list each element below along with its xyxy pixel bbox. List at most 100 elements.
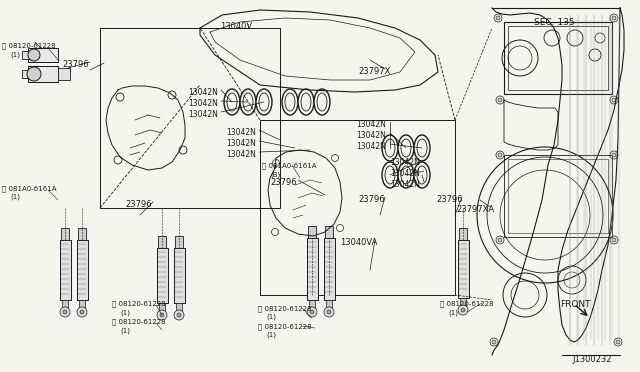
Text: 13042N: 13042N bbox=[188, 110, 218, 119]
Circle shape bbox=[612, 153, 616, 157]
Text: 23796: 23796 bbox=[270, 178, 296, 187]
Bar bbox=[504, 22, 612, 94]
Text: SEC. 135: SEC. 135 bbox=[534, 18, 575, 27]
Bar bbox=[459, 228, 467, 240]
Circle shape bbox=[458, 305, 468, 315]
Circle shape bbox=[612, 16, 616, 20]
Text: 13042N: 13042N bbox=[226, 128, 256, 137]
Circle shape bbox=[612, 98, 616, 102]
Circle shape bbox=[60, 307, 70, 317]
Ellipse shape bbox=[227, 93, 237, 111]
Bar bbox=[508, 26, 608, 90]
Circle shape bbox=[327, 310, 331, 314]
Bar bbox=[460, 298, 466, 306]
Circle shape bbox=[310, 310, 314, 314]
Bar bbox=[62, 300, 68, 308]
Circle shape bbox=[492, 340, 496, 344]
Text: 23796: 23796 bbox=[358, 195, 385, 204]
Ellipse shape bbox=[398, 135, 414, 161]
Circle shape bbox=[177, 313, 181, 317]
Text: 13042N: 13042N bbox=[188, 88, 218, 97]
Text: FRONT: FRONT bbox=[560, 300, 591, 309]
Text: (1): (1) bbox=[266, 332, 276, 339]
Bar bbox=[58, 68, 70, 80]
Text: 13042N: 13042N bbox=[356, 120, 386, 129]
Circle shape bbox=[63, 310, 67, 314]
Text: (1): (1) bbox=[266, 314, 276, 321]
Text: 13042N: 13042N bbox=[356, 131, 386, 140]
Circle shape bbox=[160, 313, 164, 317]
Ellipse shape bbox=[282, 89, 298, 115]
Text: (1): (1) bbox=[120, 327, 130, 334]
Bar bbox=[260, 120, 455, 295]
Bar bbox=[159, 303, 165, 311]
Ellipse shape bbox=[301, 93, 311, 111]
Text: 13040V: 13040V bbox=[220, 22, 252, 31]
Circle shape bbox=[80, 310, 84, 314]
Text: (1): (1) bbox=[448, 309, 458, 315]
Ellipse shape bbox=[385, 139, 395, 157]
Bar bbox=[78, 228, 86, 240]
Bar bbox=[28, 48, 58, 62]
Text: 23796: 23796 bbox=[125, 200, 152, 209]
Text: Ⓑ 08120-61228: Ⓑ 08120-61228 bbox=[258, 305, 312, 312]
Text: 13042N: 13042N bbox=[390, 169, 420, 178]
Circle shape bbox=[612, 238, 616, 242]
Ellipse shape bbox=[414, 162, 430, 188]
Ellipse shape bbox=[398, 162, 414, 188]
Circle shape bbox=[157, 310, 167, 320]
Bar bbox=[325, 226, 333, 238]
Text: Ⓑ 08120-61228: Ⓑ 08120-61228 bbox=[440, 300, 493, 307]
Bar bbox=[508, 159, 608, 233]
Text: 13042N: 13042N bbox=[356, 142, 386, 151]
Ellipse shape bbox=[285, 93, 295, 111]
Text: (1): (1) bbox=[120, 309, 130, 315]
Text: 23797X: 23797X bbox=[358, 67, 390, 76]
Circle shape bbox=[27, 67, 41, 81]
Text: 13042N: 13042N bbox=[226, 150, 256, 159]
Bar bbox=[309, 300, 315, 308]
Bar bbox=[22, 51, 30, 59]
Bar bbox=[157, 248, 168, 303]
Circle shape bbox=[498, 98, 502, 102]
Text: Ⓑ 08120-61228: Ⓑ 08120-61228 bbox=[2, 42, 56, 49]
Ellipse shape bbox=[414, 135, 430, 161]
Circle shape bbox=[174, 310, 184, 320]
Bar bbox=[308, 226, 316, 238]
Bar bbox=[174, 248, 185, 303]
Bar bbox=[61, 228, 69, 240]
Ellipse shape bbox=[240, 89, 256, 115]
Bar bbox=[176, 303, 182, 311]
Text: J1300232: J1300232 bbox=[572, 355, 611, 364]
Text: (B): (B) bbox=[270, 171, 280, 177]
Bar bbox=[158, 236, 166, 248]
Ellipse shape bbox=[401, 139, 411, 157]
Bar bbox=[326, 300, 332, 308]
Bar bbox=[79, 300, 85, 308]
Text: (1): (1) bbox=[10, 194, 20, 201]
Ellipse shape bbox=[243, 93, 253, 111]
Ellipse shape bbox=[382, 162, 398, 188]
Bar bbox=[100, 28, 280, 208]
Circle shape bbox=[616, 340, 620, 344]
Ellipse shape bbox=[298, 89, 314, 115]
Bar bbox=[175, 236, 183, 248]
Circle shape bbox=[324, 307, 334, 317]
Text: 23796: 23796 bbox=[62, 60, 88, 69]
Text: Ⓑ 08120-61228: Ⓑ 08120-61228 bbox=[112, 318, 166, 325]
Circle shape bbox=[461, 308, 465, 312]
Text: 13042N: 13042N bbox=[226, 139, 256, 148]
Ellipse shape bbox=[417, 166, 427, 184]
Text: Ⓑ 081A0-6161A: Ⓑ 081A0-6161A bbox=[2, 185, 56, 192]
Ellipse shape bbox=[382, 135, 398, 161]
Text: Ⓑ 081A0-6161A: Ⓑ 081A0-6161A bbox=[262, 162, 317, 169]
Text: (1): (1) bbox=[10, 51, 20, 58]
Bar bbox=[28, 66, 58, 82]
Ellipse shape bbox=[259, 93, 269, 111]
Ellipse shape bbox=[317, 93, 327, 111]
Bar bbox=[307, 238, 318, 300]
Circle shape bbox=[498, 238, 502, 242]
Circle shape bbox=[307, 307, 317, 317]
Bar bbox=[77, 240, 88, 300]
Ellipse shape bbox=[256, 89, 272, 115]
